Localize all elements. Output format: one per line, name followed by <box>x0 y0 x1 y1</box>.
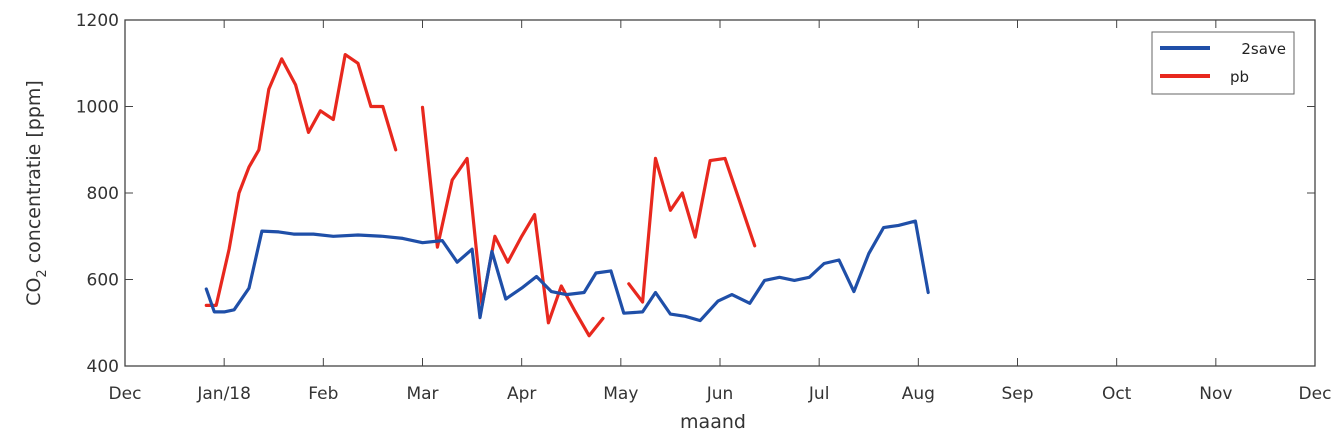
x-tick-label: Oct <box>1102 384 1132 404</box>
y-tick-label: 800 <box>87 184 119 204</box>
y-axis-label-main: CO <box>23 278 45 306</box>
x-tick-label: Feb <box>308 384 338 404</box>
x-tick-label: Sep <box>1001 384 1033 404</box>
x-tick-label: Jul <box>808 384 830 404</box>
x-tick-label: Jan/18 <box>196 384 251 404</box>
x-tick-label: May <box>603 384 638 404</box>
x-tick-label: Dec <box>1299 384 1332 404</box>
x-tick-label: Nov <box>1199 384 1232 404</box>
legend-box <box>1151 31 1295 95</box>
x-tick-label: Jun <box>706 384 734 404</box>
tick-layer: 400 600 800 1000 1200 Dec Jan/18 Feb Mar Apr May Ju… <box>76 11 1332 404</box>
series-line-pb <box>420 105 605 338</box>
legend-label-pb: pb <box>1230 68 1249 86</box>
legend-label-2save: 2save <box>1241 40 1286 58</box>
y-axis-label-subscript: 2 <box>35 269 50 277</box>
x-tick-label: Mar <box>406 384 438 404</box>
x-axis-label: maand <box>680 411 746 433</box>
y-tick-label: 400 <box>87 357 119 377</box>
series-line-pb <box>627 156 757 304</box>
legend: 2save pb <box>1151 31 1295 95</box>
y-tick-label: 1000 <box>76 98 119 118</box>
y-tick-label: 600 <box>87 271 119 291</box>
x-tick-label: Dec <box>109 384 142 404</box>
series-line-pb <box>204 52 398 307</box>
series-layer <box>204 52 930 338</box>
x-tick-label: Apr <box>507 384 536 404</box>
x-tick-label: Aug <box>902 384 935 404</box>
y-axis-label-rest: concentratie [ppm] <box>23 80 45 269</box>
plot-frame <box>124 19 1316 367</box>
y-tick-label: 1200 <box>76 11 119 31</box>
y-axis-label: CO2 concentratie [ppm] <box>23 80 50 306</box>
series-line-2save <box>204 219 930 323</box>
